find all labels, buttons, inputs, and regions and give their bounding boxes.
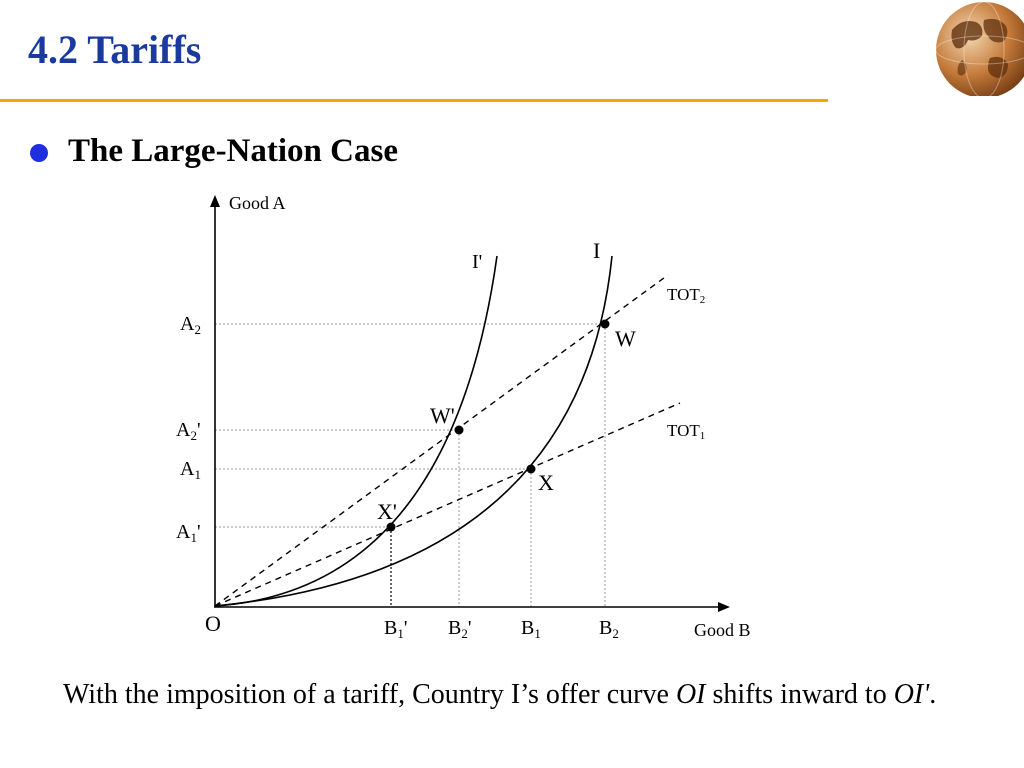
caption-part3: . xyxy=(929,679,937,710)
caption-oi-prime: OI' xyxy=(893,679,930,710)
tot1-line xyxy=(214,402,681,607)
tot1-label: TOT1 xyxy=(667,421,705,442)
bullet-dot xyxy=(30,144,48,162)
x-tick-b1: B1 xyxy=(521,617,541,641)
x-tick-b1-prime: B1' xyxy=(384,617,407,641)
point-w-prime-label: W' xyxy=(430,403,455,428)
offer-curve-i xyxy=(214,255,613,607)
curve-label-i-prime: I' xyxy=(472,251,482,273)
bullet-heading: The Large-Nation Case xyxy=(68,133,398,169)
globe-icon xyxy=(935,1,1024,96)
point-w-label: W xyxy=(615,326,636,351)
caption-part1: With the imposition of a tariff, Country… xyxy=(63,679,676,710)
y-tick-a2-prime: A2' xyxy=(176,419,201,443)
caption-oi: OI xyxy=(675,679,706,710)
point-w xyxy=(600,319,610,329)
offer-curve-i-prime xyxy=(214,255,498,607)
origin-label: O xyxy=(205,611,221,636)
x-axis-arrow xyxy=(718,602,730,612)
tot2-line xyxy=(214,274,669,607)
x-tick-b2: B2 xyxy=(599,617,619,641)
point-x-label: X xyxy=(538,470,554,495)
guide-lines xyxy=(215,323,606,607)
point-x-prime-label: X' xyxy=(377,499,397,524)
y-tick-a2: A2 xyxy=(180,313,201,337)
x-axis-label: Good B xyxy=(694,620,751,640)
y-axis-label: Good A xyxy=(229,193,286,213)
point-w-prime xyxy=(454,425,464,435)
tot2-label: TOT2 xyxy=(667,285,705,306)
curve-label-i: I xyxy=(593,238,600,263)
y-tick-a1-prime: A1' xyxy=(176,521,201,545)
slide-title: 4.2 Tariffs xyxy=(28,27,202,72)
point-x-prime xyxy=(386,522,396,532)
y-tick-a1: A1 xyxy=(180,458,201,482)
point-x xyxy=(526,464,536,474)
caption-text: With the imposition of a tariff, Country… xyxy=(63,676,963,713)
title-underline xyxy=(0,99,828,102)
caption-part2: shifts inward to xyxy=(705,679,894,710)
x-tick-b2-prime: B2' xyxy=(448,617,471,641)
y-axis-arrow xyxy=(210,195,220,207)
